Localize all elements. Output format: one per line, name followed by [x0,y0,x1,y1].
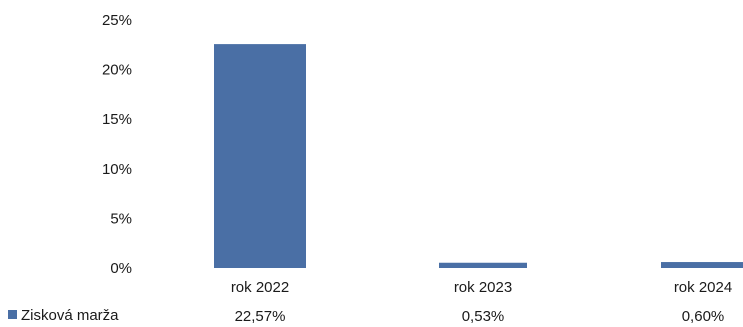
legend-label: Zisková marža [21,307,119,324]
y-tick-label: 20% [102,62,132,79]
bar [661,262,743,268]
y-axis: 0% 5% 10% 15% 20% 25% [102,12,132,277]
y-tick-label: 0% [110,260,132,277]
x-tick-label: rok 2022 [231,279,289,296]
bar [439,262,527,268]
y-tick-label: 5% [110,210,132,227]
y-tick-label: 15% [102,111,132,128]
x-tick-label: rok 2024 [674,279,732,296]
bar [214,44,306,269]
legend-swatch [8,310,17,319]
data-table-value: 0,60% [682,308,725,325]
x-axis: rok 2022 rok 2023 rok 2024 [231,279,732,296]
y-tick-label: 25% [102,12,132,29]
y-tick-label: 10% [102,161,132,178]
x-tick-label: rok 2023 [454,279,512,296]
data-table-value: 22,57% [235,308,286,325]
data-table-row: Zisková marža 22,57% 0,53% 0,60% [8,307,724,325]
data-table-value: 0,53% [462,308,505,325]
bars [214,44,743,269]
